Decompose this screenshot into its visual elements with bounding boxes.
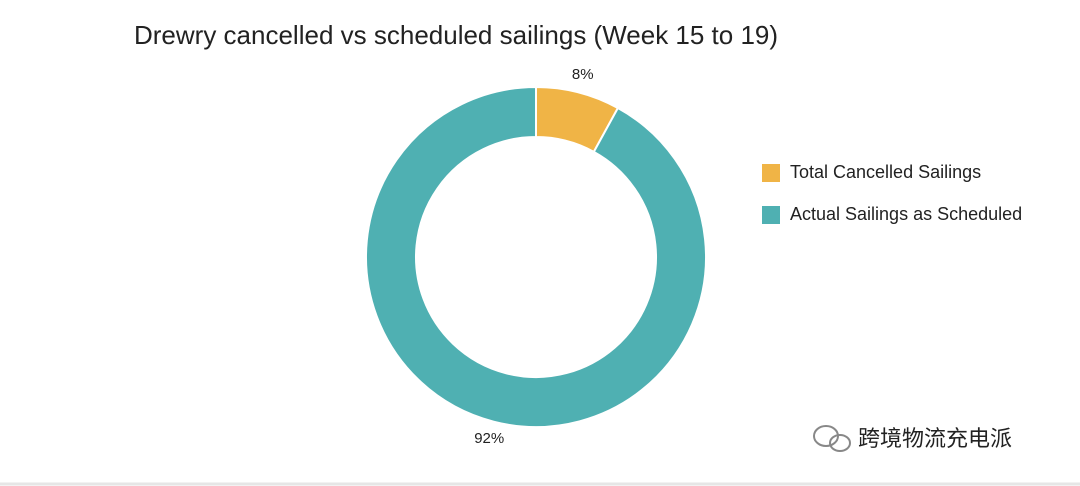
legend-label: Total Cancelled Sailings bbox=[790, 162, 981, 182]
watermark: 跨境物流充电派 bbox=[858, 427, 1012, 452]
watermark-icon bbox=[813, 425, 851, 452]
data-label: 92% bbox=[474, 430, 504, 447]
data-label: 8% bbox=[572, 66, 594, 83]
legend-label: Actual Sailings as Scheduled bbox=[790, 204, 1022, 224]
legend-swatch bbox=[762, 206, 780, 224]
donut-slice bbox=[365, 85, 707, 428]
chart-title: Drewry cancelled vs scheduled sailings (… bbox=[134, 20, 778, 50]
legend-swatch bbox=[762, 164, 780, 182]
